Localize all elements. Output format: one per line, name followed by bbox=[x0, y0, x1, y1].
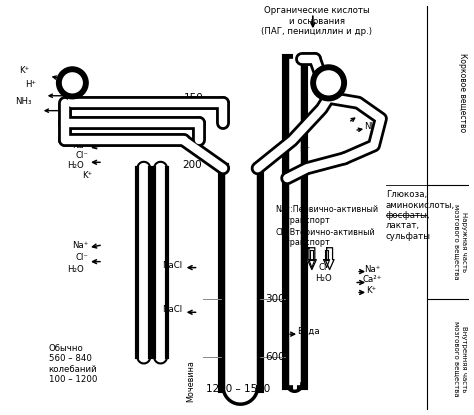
Text: 150: 150 bbox=[184, 93, 203, 103]
Text: Глюкоза,
аминокислоты,
фосфаты,
лактат,
сульфаты: Глюкоза, аминокислоты, фосфаты, лактат, … bbox=[386, 190, 455, 241]
Text: Корковое вещество: Корковое вещество bbox=[458, 53, 467, 132]
Text: 200: 200 bbox=[182, 160, 201, 170]
Text: Внутренняя часть
мозгового вещества: Внутренняя часть мозгового вещества bbox=[454, 321, 467, 397]
Polygon shape bbox=[324, 260, 329, 268]
Text: Na⁺: Na⁺ bbox=[72, 241, 88, 250]
Circle shape bbox=[311, 65, 346, 101]
Polygon shape bbox=[154, 162, 167, 168]
Text: Cl⁻: Cl⁻ bbox=[75, 151, 88, 160]
Text: H⁺: H⁺ bbox=[25, 80, 36, 89]
Text: Ca²⁺: Ca²⁺ bbox=[362, 276, 382, 285]
Text: K⁺: K⁺ bbox=[82, 171, 92, 180]
Text: 300: 300 bbox=[265, 294, 285, 304]
Polygon shape bbox=[154, 357, 167, 364]
Text: NH₃: NH₃ bbox=[15, 97, 32, 106]
Text: Наружная часть
мозгового вещества: Наружная часть мозгового вещества bbox=[454, 204, 467, 280]
Polygon shape bbox=[309, 260, 315, 268]
Text: NaCl: NaCl bbox=[162, 261, 182, 270]
Text: Na⁺: Na⁺ bbox=[364, 265, 381, 273]
Text: Cl⁻: Cl⁻ bbox=[319, 263, 332, 271]
Polygon shape bbox=[137, 357, 150, 364]
Polygon shape bbox=[137, 162, 150, 168]
Text: Органические кислоты
и основания
(ПАГ, пенициллин и др.): Органические кислоты и основания (ПАГ, п… bbox=[261, 6, 372, 36]
Text: Cl⁻: Cl⁻ bbox=[75, 253, 88, 261]
Text: H₂O: H₂O bbox=[67, 265, 84, 273]
Text: 1200 – 1500: 1200 – 1500 bbox=[206, 384, 270, 394]
Polygon shape bbox=[325, 248, 334, 270]
Text: NaCl: NaCl bbox=[162, 305, 182, 314]
Circle shape bbox=[56, 67, 88, 99]
Text: Na⁺: Na⁺ bbox=[72, 142, 88, 150]
Polygon shape bbox=[308, 248, 316, 270]
Text: Cl⁻:Вторично-активный
    транспорт: Cl⁻:Вторично-активный транспорт bbox=[275, 228, 375, 247]
Text: Na⁺:Первично-активный
    транспорт: Na⁺:Первично-активный транспорт bbox=[275, 205, 379, 225]
Circle shape bbox=[317, 71, 340, 95]
Circle shape bbox=[63, 73, 82, 93]
Text: 600: 600 bbox=[265, 352, 285, 362]
Text: Вода: Вода bbox=[297, 327, 319, 336]
Text: Мочевина: Мочевина bbox=[186, 360, 195, 402]
Text: H₂O: H₂O bbox=[67, 161, 84, 170]
Text: H⁺: H⁺ bbox=[299, 145, 310, 154]
Polygon shape bbox=[325, 250, 328, 260]
Text: NH₃: NH₃ bbox=[364, 122, 381, 131]
Polygon shape bbox=[223, 387, 258, 404]
Text: Обычно
560 – 840
колебаний
100 – 1200: Обычно 560 – 840 колебаний 100 – 1200 bbox=[49, 344, 98, 384]
Text: K⁺: K⁺ bbox=[366, 286, 376, 295]
Text: K⁺: K⁺ bbox=[19, 66, 29, 75]
Text: H₂O: H₂O bbox=[315, 273, 332, 283]
Polygon shape bbox=[310, 250, 313, 260]
